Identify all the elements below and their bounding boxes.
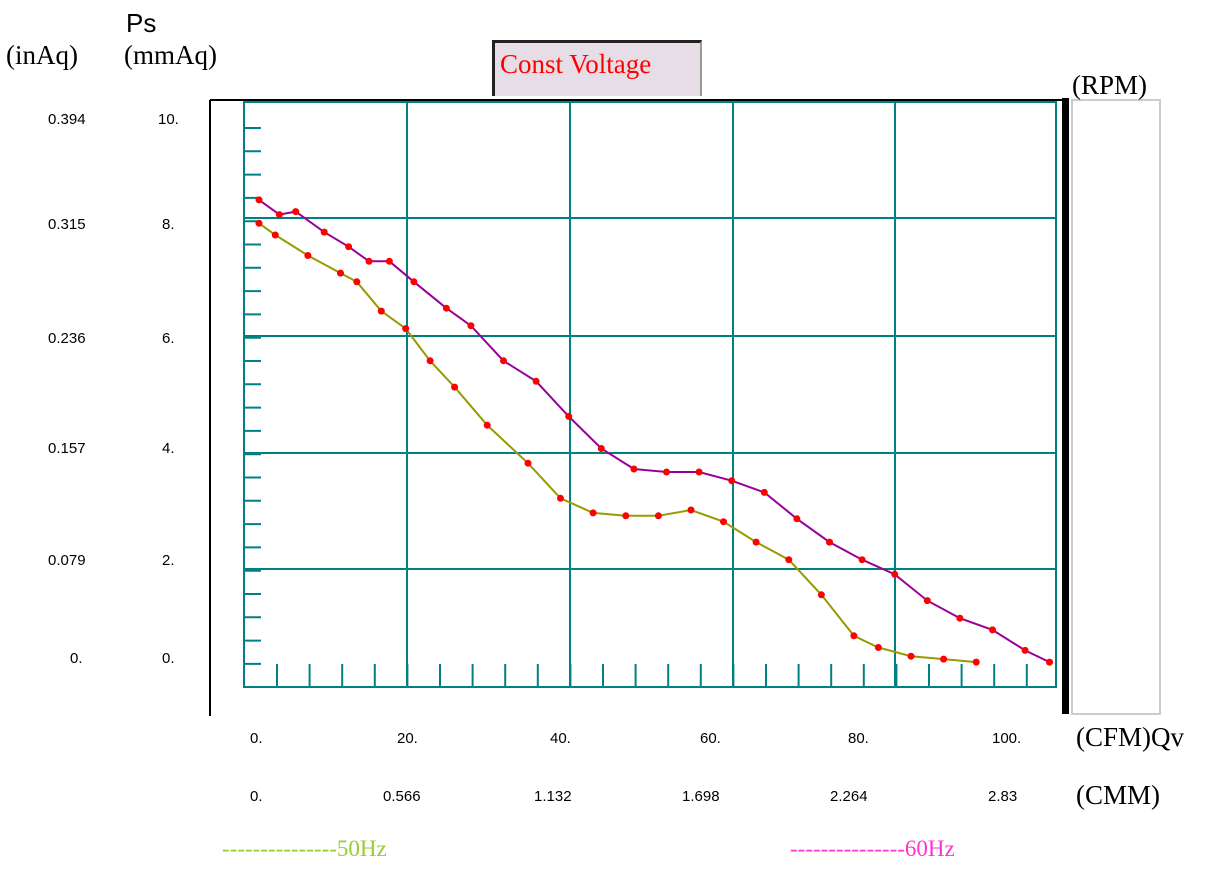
data-point-60hz	[532, 377, 540, 385]
y-tick-mmaq: 0.	[162, 650, 175, 667]
data-point-60hz	[320, 228, 328, 236]
grid-border	[243, 101, 1057, 688]
data-point-60hz	[989, 626, 996, 634]
cfm-unit-label: (CFM)Qv	[1076, 722, 1185, 752]
data-point-60hz	[255, 196, 263, 204]
rpm-axis-bar	[1062, 98, 1069, 714]
data-point-50hz	[255, 219, 263, 227]
data-point-50hz	[271, 231, 279, 239]
data-point-50hz	[752, 538, 760, 546]
y-tick-mmaq: 6.	[162, 330, 175, 347]
chart-series	[255, 196, 1053, 666]
y-tick-mmaq: 10.	[158, 111, 179, 128]
data-point-50hz	[972, 658, 980, 666]
chart-frame	[209, 98, 1161, 716]
data-point-50hz	[483, 421, 491, 429]
data-point-60hz	[858, 556, 866, 564]
data-point-50hz	[785, 556, 793, 564]
data-point-50hz	[377, 307, 385, 315]
data-point-50hz	[687, 506, 695, 514]
data-point-60hz	[467, 322, 475, 330]
x-tick-cmm: 2.264	[830, 788, 868, 805]
data-point-60hz	[891, 570, 899, 578]
data-point-60hz	[663, 468, 670, 476]
data-point-60hz	[695, 468, 703, 476]
data-point-50hz	[589, 509, 597, 517]
data-point-50hz	[557, 494, 564, 502]
data-point-60hz	[956, 614, 964, 622]
data-point-50hz	[402, 325, 410, 333]
x-tick-cfm: 100.	[992, 730, 1022, 747]
data-point-50hz	[654, 512, 662, 520]
data-point-50hz	[426, 357, 434, 365]
data-point-60hz	[410, 278, 418, 286]
data-point-50hz	[304, 252, 312, 259]
y-tick-inaq: 0.079	[48, 552, 86, 569]
data-point-60hz	[630, 465, 638, 473]
y-tick-mmaq: 2.	[162, 552, 175, 569]
mmaq-unit-label: (mmAq)	[124, 40, 217, 70]
rpm-panel	[1071, 99, 1161, 715]
y-tick-mmaq: 8.	[162, 216, 175, 233]
chart-minor-ticks	[244, 127, 1028, 687]
series-line-60hz	[258, 199, 1050, 664]
data-point-60hz	[793, 515, 801, 523]
data-point-60hz	[275, 211, 283, 219]
data-point-50hz	[940, 655, 948, 663]
y-tick-inaq: 0.157	[48, 440, 86, 457]
x-tick-cfm: 20.	[397, 730, 418, 747]
data-point-60hz	[826, 538, 833, 546]
data-point-60hz	[760, 488, 768, 496]
y-tick-inaq: 0.	[70, 650, 83, 667]
data-point-60hz	[728, 477, 736, 485]
x-tick-cfm: 40.	[550, 730, 571, 747]
data-point-60hz	[385, 257, 393, 265]
ps-label: Ps	[126, 8, 157, 38]
data-point-50hz	[353, 278, 361, 286]
x-tick-cfm: 80.	[848, 730, 869, 747]
data-point-60hz	[597, 445, 605, 452]
data-point-60hz	[1021, 646, 1029, 654]
data-point-50hz	[622, 512, 630, 520]
data-point-60hz	[442, 304, 450, 312]
x-tick-cfm: 0.	[250, 730, 263, 747]
const-voltage-box: Const Voltage	[492, 40, 702, 96]
data-point-50hz	[337, 269, 344, 277]
data-point-60hz	[365, 257, 373, 265]
const-voltage-label: Const Voltage	[500, 49, 652, 79]
data-point-60hz	[292, 208, 300, 216]
inaq-unit-label: (inAq)	[6, 40, 78, 70]
rpm-unit-label: (RPM)	[1072, 70, 1148, 100]
y-tick-inaq: 0.236	[48, 330, 86, 347]
y-tick-inaq: 0.394	[48, 111, 86, 128]
data-point-50hz	[907, 652, 915, 660]
x-tick-cmm: 0.566	[383, 788, 421, 805]
x-tick-cmm: 0.	[250, 788, 263, 805]
data-point-50hz	[524, 459, 532, 467]
data-point-50hz	[817, 591, 825, 599]
data-point-60hz	[1046, 658, 1053, 666]
y-tick-mmaq: 4.	[162, 440, 175, 457]
cmm-unit-label: (CMM)	[1076, 780, 1161, 810]
legend-50hz: ---------------50Hz	[222, 836, 387, 861]
data-point-60hz	[565, 412, 573, 420]
series-line-50hz	[258, 222, 977, 664]
x-tick-cmm: 1.698	[682, 788, 720, 805]
data-point-50hz	[451, 383, 459, 391]
data-point-50hz	[720, 518, 727, 526]
x-tick-cfm: 60.	[700, 730, 721, 747]
y-tick-inaq: 0.315	[48, 216, 86, 233]
legend-60hz: ---------------60Hz	[790, 836, 955, 861]
data-point-60hz	[923, 597, 931, 605]
x-tick-cmm: 2.83	[988, 788, 1018, 805]
data-point-50hz	[850, 632, 858, 640]
chart-grid	[243, 101, 1057, 688]
x-tick-cmm: 1.132	[534, 788, 572, 805]
data-point-50hz	[874, 644, 882, 651]
data-point-60hz	[500, 357, 507, 365]
data-point-60hz	[345, 243, 353, 251]
